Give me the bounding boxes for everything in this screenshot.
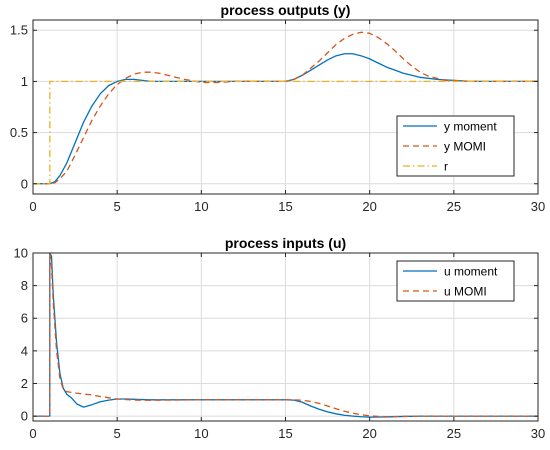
series-line-u-momi [33,253,538,418]
y-tick-label: 4 [21,343,28,358]
chart-2: 0 5 10 15 20 25 30 0 2 4 6 8 10 process inputs (u) u m… [14,235,546,441]
x-tick-label: 30 [531,199,545,214]
chart-title: process outputs (y) [221,2,351,18]
legend-label: y MOMI [444,140,486,154]
legend-label: y moment [444,120,497,134]
x-tick-label: 10 [194,199,208,214]
chart-title: process inputs (u) [225,235,346,251]
x-tick-label: 15 [278,199,292,214]
legend-label: u moment [444,265,498,279]
x-tick-label: 0 [29,199,36,214]
y-tick-label: 0 [21,176,28,191]
legend: u moment u MOMI [396,260,515,302]
x-tick-label: 20 [362,199,376,214]
y-tick-label: 1 [21,74,28,89]
series-group [33,31,538,185]
x-tick-label: 10 [194,426,208,441]
chart-1: 0 5 10 15 20 25 30 0 0.5 1 1.5 process outputs (y) y… [10,2,545,214]
x-tick-label: 30 [531,426,545,441]
x-tick-label: 5 [114,199,121,214]
x-tick-label: 25 [447,199,461,214]
x-tick-label: 25 [447,426,461,441]
y-tick-label: 0.5 [10,125,28,140]
legend-box [396,260,515,302]
y-tick-label: 1.5 [10,23,28,38]
y-tick-label: 2 [21,376,28,391]
x-tick-label: 0 [29,426,36,441]
y-tick-label: 6 [21,311,28,326]
legend-label: u MOMI [444,285,487,299]
legend: y moment y MOMI r [396,115,515,177]
legend-label: r [444,160,448,174]
y-tick-label: 10 [14,246,28,261]
y-tick-label: 0 [21,409,28,424]
y-tick-label: 8 [21,278,28,293]
x-tick-label: 5 [114,426,121,441]
x-tick-label: 20 [362,426,376,441]
series-line-r [33,80,538,185]
series-group [33,253,538,418]
x-tick-label: 15 [278,426,292,441]
